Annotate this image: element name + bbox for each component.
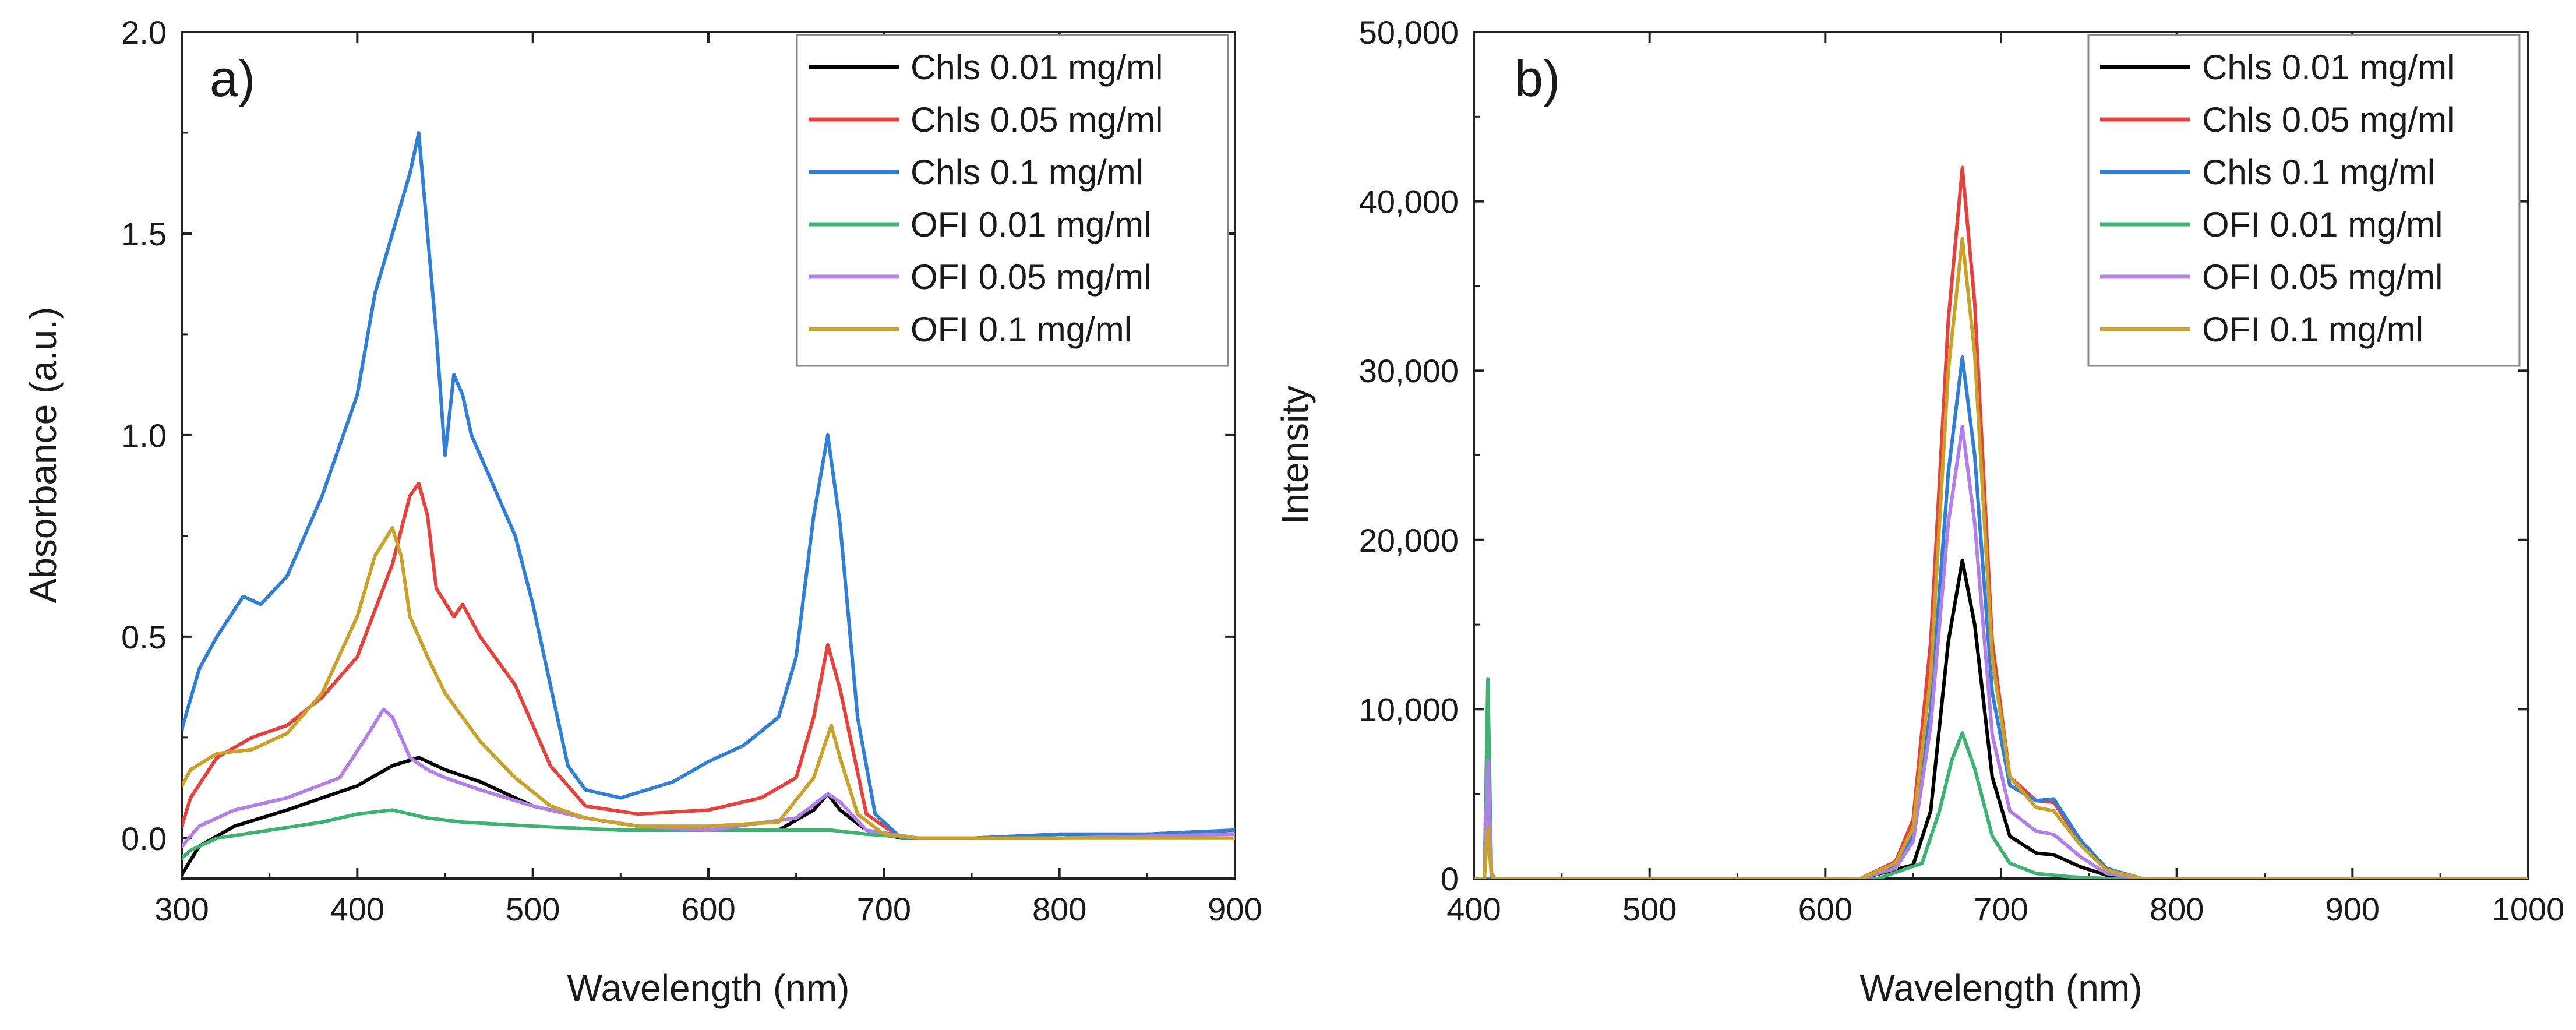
panel-a-y-tick-label: 0.5 [121, 619, 167, 655]
panel-b-legend-box [2087, 34, 2521, 367]
panel-b-legend-label: OFI 0.1 mg/ml [2202, 310, 2423, 349]
panel-a-x-tick-label: 800 [1032, 891, 1086, 927]
panel-b-y-tick-label: 30,000 [1359, 352, 1459, 389]
panel-a-y-tick-label: 0.0 [121, 820, 167, 857]
panel-a-absorbance-chart: 300 400 500 600 700 800 900 0.0 0.5 1.0 1.5 2.0 Wav… [22, 14, 1262, 1009]
panel-a-x-tick-label: 600 [681, 891, 735, 927]
panel-a-y-tick-label: 1.0 [121, 417, 167, 454]
panel-a-series [182, 131, 1235, 877]
panel-b-x-tick-label: 400 [1446, 891, 1501, 927]
panel-b-intensity-chart: 400 500 600 700 800 900 1000 0 10,000 20,000 30,00… [1274, 14, 2564, 1009]
panel-a-legend-label: OFI 0.01 mg/ml [911, 205, 1151, 244]
panel-a-legend-box [796, 34, 1229, 367]
panel-b-legend-label: Chls 0.01 mg/ml [2202, 48, 2454, 87]
panel-a-legend-label: Chls 0.05 mg/ml [911, 100, 1163, 139]
panel-b-y-tick-label: 50,000 [1359, 14, 1459, 51]
panel-a-series-line-2 [182, 481, 1235, 840]
panel-b-x-tick-label: 500 [1622, 891, 1677, 927]
panel-b-label: b) [1515, 50, 1560, 107]
panel-a-tick-labels: 300 400 500 600 700 800 900 0.0 0.5 1.0 1.5 2.0 [121, 14, 1262, 927]
panel-b-series [1474, 165, 2528, 879]
panel-b-y-tick-label: 0 [1441, 860, 1459, 897]
panel-a-y-axis-title: Absorbance (a.u.) [22, 307, 64, 604]
panel-a-legend-label: Chls 0.01 mg/ml [911, 48, 1163, 87]
panel-b-x-tick-label: 1000 [2492, 891, 2565, 927]
panel-a-legend: Chls 0.01 mg/ml Chls 0.05 mg/ml Chls 0.1 m… [796, 34, 1229, 367]
panel-b-y-axis-title: Intensity [1274, 386, 1316, 524]
panel-b-series-line-3 [1474, 355, 2528, 879]
panel-a-y-tick-label: 1.5 [121, 216, 167, 252]
panel-a-series-line-4 [182, 808, 1235, 860]
panel-b-legend-label: OFI 0.01 mg/ml [2202, 205, 2443, 244]
panel-b-x-axis-title: Wavelength (nm) [1860, 967, 2143, 1009]
panel-b-series-line-1 [1474, 558, 2528, 879]
panel-a-label: a) [210, 50, 255, 107]
panel-a-x-tick-label: 900 [1208, 891, 1262, 927]
panel-b-legend-label: Chls 0.05 mg/ml [2202, 100, 2454, 139]
panel-a-legend-label: OFI 0.05 mg/ml [911, 258, 1151, 297]
panel-b-legend-label: OFI 0.05 mg/ml [2202, 258, 2443, 297]
panel-b-series-line-6 [1474, 237, 2528, 879]
panel-a-x-tick-label: 700 [857, 891, 911, 927]
panel-a-x-tick-label: 500 [506, 891, 560, 927]
panel-a-legend-label: Chls 0.1 mg/ml [911, 153, 1144, 192]
panel-a-series-line-5 [182, 707, 1235, 848]
panel-b-legend: Chls 0.01 mg/ml Chls 0.05 mg/ml Chls 0.1 m… [2087, 34, 2521, 367]
panel-a-series-line-3 [182, 131, 1235, 840]
panel-a-legend-label: OFI 0.1 mg/ml [911, 310, 1132, 349]
panel-b-y-tick-label: 10,000 [1359, 691, 1459, 728]
panel-b-y-tick-label: 20,000 [1359, 522, 1459, 559]
panel-a-series-line-6 [182, 526, 1235, 840]
panel-b-legend-label: Chls 0.1 mg/ml [2202, 153, 2435, 192]
panel-a-x-axis-title: Wavelength (nm) [567, 967, 850, 1009]
panel-b-x-tick-label: 700 [1974, 891, 2028, 927]
panel-b-tick-labels: 400 500 600 700 800 900 1000 0 10,000 20,000 30,00… [1359, 14, 2565, 927]
panel-b-y-tick-label: 40,000 [1359, 184, 1459, 220]
panel-b-x-tick-label: 900 [2326, 891, 2380, 927]
panel-a-x-tick-label: 300 [154, 891, 209, 927]
panel-b-x-tick-label: 600 [1798, 891, 1852, 927]
panel-b-x-tick-label: 800 [2150, 891, 2204, 927]
panel-a-x-tick-label: 400 [330, 891, 384, 927]
panel-a-y-tick-label: 2.0 [121, 14, 167, 51]
